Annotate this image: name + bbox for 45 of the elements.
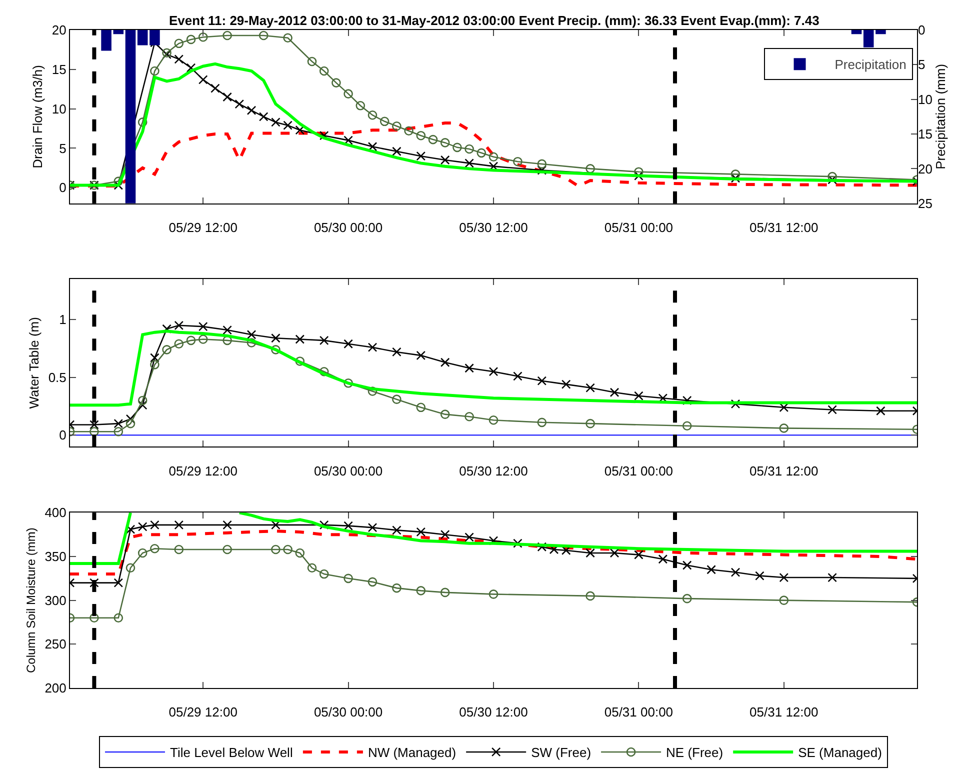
x-tick-label: 05/31 12:00	[750, 220, 818, 235]
x-tick-label: 05/29 12:00	[168, 220, 238, 235]
y-tick-label: 5	[59, 140, 66, 156]
y-tick-label: 1	[59, 312, 66, 328]
y-tick-label: 15	[52, 62, 66, 77]
x-tick-label: 05/30 00:00	[314, 220, 383, 235]
y2-tick-label: 25	[918, 196, 932, 211]
x-tick-label: 05/29 12:00	[168, 463, 238, 478]
x-tick-label: 05/31 12:00	[750, 463, 818, 478]
y2-axis-title: Precipitation (mm)	[933, 64, 948, 170]
x-tick-label: 05/31 00:00	[604, 704, 674, 720]
y-tick-label: 0	[59, 180, 66, 196]
y2-tick-label: 10	[918, 92, 932, 107]
y-tick-label: 350	[44, 549, 66, 564]
y-tick-label: 10	[52, 101, 66, 116]
x-tick-label: 05/29 12:00	[168, 704, 238, 720]
y-tick-label: 200	[44, 680, 66, 696]
y-tick-label: 300	[44, 592, 66, 608]
chart-title: Event 11: 29-May-2012 03:00:00 to 31-May-2012 03:00:00 Event Precip. (mm): 36.33 Event Evap.(mm): 7.43	[169, 13, 820, 28]
legend-label: NE (Free)	[666, 745, 724, 760]
x-tick-label: 05/30 12:00	[459, 463, 528, 478]
legend-label: SW (Free)	[531, 745, 592, 760]
legend-label: Precipitation	[834, 57, 906, 72]
legend-label: Tile Level Below Well	[170, 745, 293, 760]
y-tick-label: 250	[44, 636, 66, 652]
x-tick-label: 05/31 00:00	[604, 220, 674, 235]
x-tick-label: 05/30 12:00	[459, 220, 528, 235]
y-tick-label: 400	[44, 505, 66, 520]
x-tick-label: 05/31 00:00	[604, 463, 674, 478]
y-axis-title: Drain Flow (m3/h)	[30, 65, 45, 168]
y-tick-label: 20	[52, 22, 66, 38]
y2-tick-label: 0	[918, 22, 926, 38]
y-axis-title: Column Soil Moisture (mm)	[24, 528, 38, 674]
x-tick-label: 05/30 12:00	[459, 704, 528, 720]
y-tick-label: 0	[59, 428, 66, 443]
x-tick-label: 05/30 00:00	[314, 463, 383, 478]
x-tick-label: 05/31 12:00	[750, 704, 818, 720]
y2-tick-label: 20	[918, 161, 932, 176]
y-axis-title: Water Table (m)	[26, 317, 42, 409]
x-tick-label: 05/30 00:00	[314, 704, 383, 720]
y-tick-label: 0.5	[48, 370, 66, 385]
y2-tick-label: 5	[918, 57, 926, 72]
legend-label: NW (Managed)	[368, 745, 456, 760]
legend-label: SE (Managed)	[798, 745, 882, 760]
y2-tick-label: 15	[918, 126, 932, 142]
